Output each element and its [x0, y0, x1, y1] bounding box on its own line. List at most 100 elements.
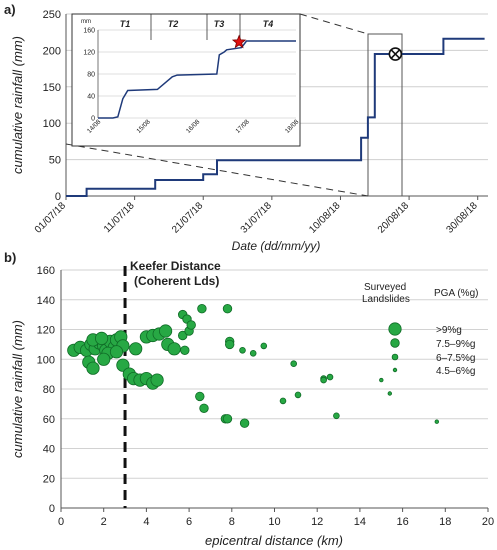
legend-label: 6–7.5%g — [436, 353, 475, 364]
inset-y-tick-label: 120 — [83, 50, 95, 57]
event-marker-icon — [388, 47, 403, 61]
inset-frame — [71, 13, 301, 147]
panel-b-y-tick-label: 100 — [37, 354, 55, 366]
panel-a: a) 0 50 100 150 200 250 01/07/18 11/07/18 21/07… — [4, 2, 488, 253]
panel-a-label: a) — [4, 2, 16, 17]
panel-b-x-tick-label: 20 — [482, 516, 494, 528]
landslide-point — [249, 349, 257, 357]
inset-y-tick-label: 160 — [83, 28, 95, 35]
inset-y-tick-label: 0 — [91, 116, 95, 123]
landslide-point — [333, 412, 340, 420]
inset-y-tick-label: 80 — [87, 72, 95, 79]
panel-b-y-axis-label: cumulative rainfall (mm) — [10, 320, 25, 458]
legend-marker — [388, 322, 402, 336]
inset-y-tick-label: 40 — [87, 94, 95, 101]
panel-b-y-tick-label: 40 — [43, 444, 55, 456]
panel-a-x-tick-label: 31/07/18 — [239, 200, 275, 236]
legend-title-landslides: Landslides — [362, 294, 410, 305]
landslide-point — [294, 391, 302, 399]
legend-label: 4.5–6%g — [436, 366, 475, 377]
landslide-point — [195, 391, 205, 402]
landslide-point — [279, 397, 287, 405]
inset-phase-label: T1 — [120, 19, 131, 29]
panel-b-y-tick-label: 140 — [37, 295, 55, 307]
panel-b-x-tick-label: 2 — [101, 516, 107, 528]
inset-phase-label: T4 — [263, 19, 274, 29]
legend-marker — [390, 338, 400, 348]
keefer-distance-sublabel: (Coherent Lds) — [134, 274, 219, 288]
panel-a-x-axis-label: Date (dd/mm/yy) — [232, 239, 321, 253]
panel-b-x-tick-label: 8 — [229, 516, 235, 528]
landslide-point — [167, 342, 181, 356]
landslide-point — [177, 330, 188, 341]
landslide-point — [197, 304, 207, 314]
legend-label: >9%g — [436, 325, 462, 336]
panel-b-x-tick-label: 0 — [58, 516, 64, 528]
panel-a-x-tick-label: 30/08/18 — [445, 200, 481, 236]
panel-b-y-tick-label: 80 — [43, 384, 55, 396]
panel-b-y-tick-label: 160 — [37, 265, 55, 277]
panel-b-x-axis-label: epicentral distance (km) — [205, 533, 343, 548]
panel-b-x-tick-label: 14 — [354, 516, 366, 528]
landslide-point — [150, 373, 164, 387]
panel-b-x-ticks: 0 2 4 6 8 10 12 14 16 18 20 — [58, 508, 494, 528]
inset-y-ticks: 0 40 80 120 160 — [83, 28, 95, 123]
panel-b: b) 0 20 40 60 80 100 120 140 160 0 2 4 6 8 10 12 14 16 18… — [4, 250, 494, 548]
legend-entries: >9%g 7.5–9%g 6–7.5%g 4.5–6%g — [388, 322, 475, 377]
landslide-point — [379, 377, 384, 383]
legend: Surveyed Landslides PGA (%g) >9%g 7.5–9%g… — [362, 282, 478, 377]
panel-b-y-tick-label: 120 — [37, 325, 55, 337]
panel-b-x-tick-label: 4 — [143, 516, 149, 528]
zoom-connector-bottom — [65, 143, 369, 197]
panel-b-y-tick-label: 0 — [49, 503, 55, 515]
panel-a-x-tick-label: 21/07/18 — [170, 200, 206, 236]
panel-b-x-tick-label: 12 — [311, 516, 323, 528]
panel-a-x-ticks: 01/07/18 11/07/18 21/07/18 31/07/18 10/08/18… — [33, 196, 480, 236]
landslide-point — [159, 324, 173, 338]
landslide-point — [199, 403, 209, 414]
inset-y-unit: mm — [81, 19, 91, 25]
landslide-point — [326, 373, 334, 381]
landslide-point — [86, 361, 100, 375]
landslide-point — [222, 414, 233, 424]
panel-a-y-tick-label: 250 — [43, 9, 61, 21]
panel-b-x-tick-label: 18 — [439, 516, 451, 528]
inset-phase-label: T3 — [214, 19, 225, 29]
panel-a-y-tick-label: 100 — [43, 118, 61, 130]
landslide-point — [180, 345, 190, 356]
panel-a-y-axis-label: cumulative rainfall (mm) — [10, 36, 25, 174]
landslide-point — [239, 418, 250, 428]
panel-a-y-tick-label: 50 — [49, 155, 61, 167]
panel-b-x-tick-label: 16 — [396, 516, 408, 528]
landslide-point — [116, 358, 130, 372]
panel-b-label: b) — [4, 250, 16, 265]
legend-title-pga: PGA (%g) — [434, 288, 478, 299]
landslide-point — [434, 419, 439, 424]
keefer-distance-label: Keefer Distance — [130, 259, 221, 273]
legend-marker — [391, 353, 399, 361]
panel-a-y-tick-label: 150 — [43, 82, 61, 94]
landslide-point — [97, 352, 111, 366]
landslide-point — [109, 345, 124, 359]
landslide-point — [186, 320, 196, 330]
panel-b-gridlines — [61, 269, 488, 479]
landslide-point — [320, 376, 327, 384]
scatter-points — [67, 304, 439, 428]
zoom-window-box — [367, 33, 403, 197]
panel-a-x-tick-label: 11/07/18 — [102, 200, 137, 235]
landslide-point — [129, 342, 143, 356]
landslide-point — [290, 360, 298, 368]
inset-rainfall-series — [98, 40, 296, 119]
panel-b-x-tick-label: 10 — [268, 516, 280, 528]
panel-a-x-tick-label: 20/08/18 — [376, 200, 412, 236]
panel-a-y-ticks: 0 50 100 150 200 250 — [43, 9, 61, 203]
panel-b-y-tick-label: 60 — [43, 414, 55, 426]
panel-b-y-ticks: 0 20 40 60 80 100 120 140 160 — [37, 265, 55, 515]
inset-phases: T1 T2 T3 T4 — [120, 14, 274, 40]
panel-b-x-tick-label: 6 — [186, 516, 192, 528]
landslide-point — [224, 339, 235, 350]
panel-a-x-tick-label: 01/07/18 — [33, 200, 69, 236]
panel-b-y-tick-label: 20 — [43, 473, 55, 485]
inset-phase-label: T2 — [168, 19, 179, 29]
